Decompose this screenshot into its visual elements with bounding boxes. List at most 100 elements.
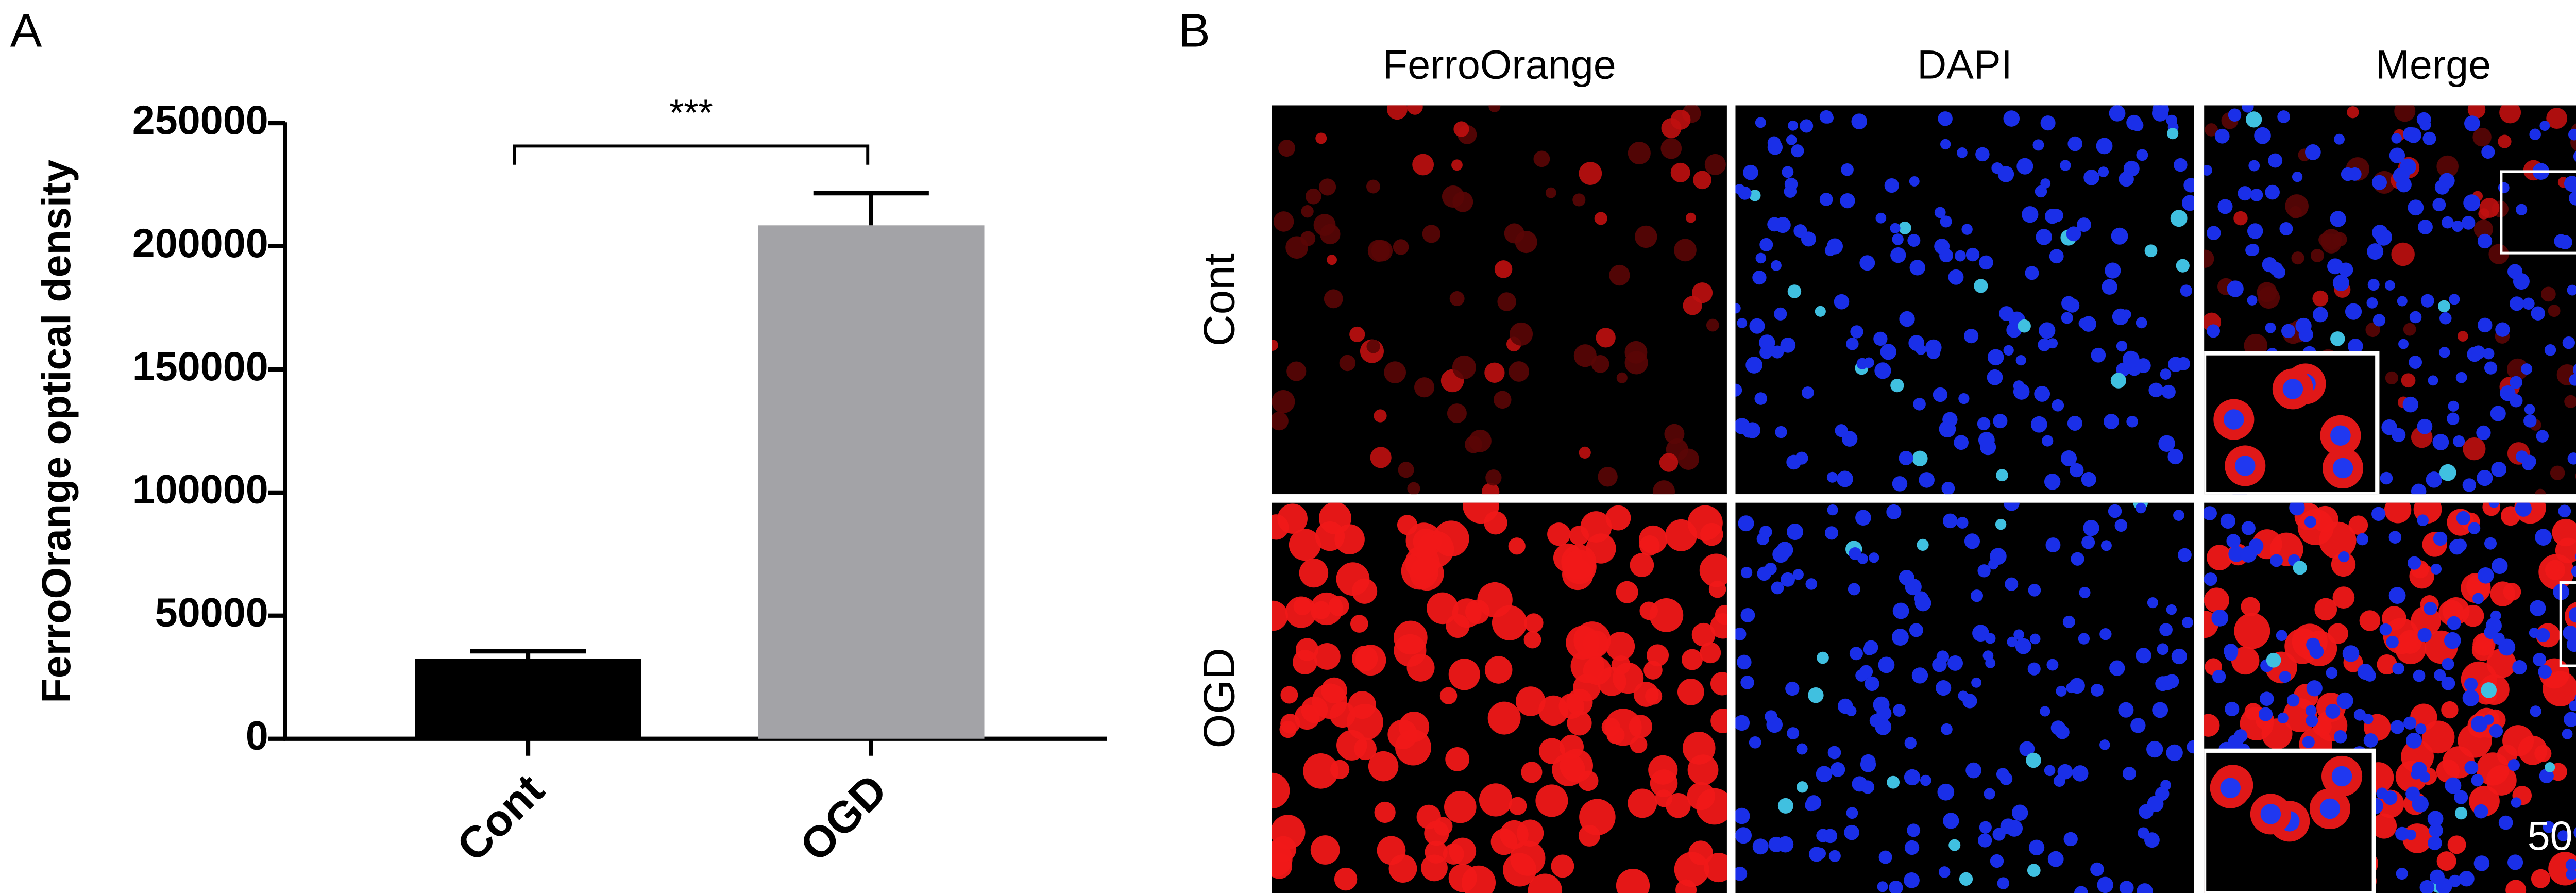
cell-cytoplasm [1552, 753, 1585, 786]
cell-cytoplasm [2333, 232, 2347, 247]
cell-nucleus [1859, 255, 1875, 271]
cell-cytoplasm [1405, 522, 1442, 559]
cell-nucleus [2108, 504, 2122, 518]
cell-nucleus [2042, 435, 2054, 447]
cell-cytoplasm [1479, 783, 1513, 817]
cell-cytoplasm [1591, 355, 1609, 373]
cell-nucleus [1777, 798, 1793, 814]
cell-nucleus [2472, 593, 2484, 604]
cell-nucleus [2348, 339, 2363, 354]
cell-nucleus [2228, 546, 2245, 562]
cell-nucleus [2247, 243, 2260, 256]
cell-cytoplasm [1521, 762, 1543, 783]
cell-nucleus [2462, 478, 2477, 492]
cell-nucleus [2056, 685, 2067, 697]
cell-cytoplasm [1628, 142, 1651, 165]
cell-nucleus [1775, 426, 1787, 438]
cell-cytoplasm [1414, 377, 1435, 398]
cell-nucleus [1977, 417, 1991, 431]
cell-nucleus [2507, 854, 2523, 870]
cell-nucleus [2571, 565, 2576, 578]
cell-nucleus [2277, 110, 2291, 123]
cell-cytoplasm [2207, 545, 2232, 570]
cell-cytoplasm [2359, 610, 2381, 631]
cell-nucleus [1771, 260, 1782, 271]
cell-nucleus [2562, 336, 2575, 349]
cell-nucleus [1835, 424, 1848, 437]
cell-cytoplasm [2505, 880, 2527, 893]
cell-cytoplasm [1461, 865, 1496, 893]
cell-cytoplasm [1670, 109, 1691, 130]
cell-cytoplasm [1412, 154, 1434, 176]
cell-nucleus [2334, 730, 2347, 744]
micrograph [2204, 105, 2576, 495]
cell-cytoplasm [2442, 597, 2470, 625]
cell-nucleus [2067, 136, 2083, 151]
cell-nucleus [2250, 189, 2263, 201]
cell-nucleus [2083, 519, 2099, 536]
cell-cytoplasm [1410, 556, 1444, 591]
cell-cytoplasm [2499, 105, 2521, 124]
cell-nucleus [2035, 185, 2047, 198]
cell-nucleus [2449, 539, 2465, 555]
micrograph [1272, 105, 1727, 495]
cell-nucleus [2306, 637, 2320, 652]
panel-label: B [1178, 3, 1210, 57]
cell-nucleus [2241, 521, 2256, 535]
cell-cytoplasm [1273, 211, 1294, 232]
cell-cytoplasm [1286, 361, 1307, 381]
cell-nucleus [2573, 827, 2576, 838]
cell-nucleus [2500, 385, 2516, 401]
micrograph-bg [1735, 105, 2194, 495]
cell-nucleus [2160, 675, 2176, 690]
cell-nucleus [2220, 513, 2235, 529]
cell-nucleus [2003, 110, 2020, 127]
cell-nucleus [1735, 303, 1741, 314]
cell-nucleus [2454, 807, 2468, 820]
x-tick-label: OGD [790, 765, 896, 871]
cell-nucleus [2554, 234, 2568, 248]
cell-nucleus [1749, 318, 1765, 334]
cell-nucleus [1841, 163, 1854, 176]
cell-nucleus [2569, 374, 2576, 386]
cell-cytoplasm [1687, 754, 1719, 786]
cell-nucleus [1878, 850, 1892, 864]
cell-nucleus [2091, 347, 2106, 363]
cell-cytoplasm [1346, 703, 1383, 740]
cell-nucleus [1934, 239, 1950, 255]
cell-nucleus [2417, 514, 2429, 527]
cell-nucleus [2080, 316, 2096, 332]
cell-nucleus [2003, 502, 2020, 511]
cell-cytoplasm [1666, 793, 1691, 818]
cell-cytoplasm [1416, 804, 1441, 830]
cell-cytoplasm [1583, 656, 1612, 685]
cell-nucleus [2521, 363, 2533, 375]
cell-nucleus [2226, 534, 2241, 548]
cell-nucleus [1933, 387, 1948, 402]
cell-nucleus [2137, 883, 2153, 893]
cell-cytoplasm [1339, 355, 1356, 372]
cell-nucleus [2562, 729, 2573, 739]
cell-nucleus [2247, 223, 2263, 239]
cell-cytoplasm [1573, 344, 1597, 367]
cell-nucleus [2439, 464, 2456, 481]
x-tick-label: Cont [447, 765, 553, 871]
cell-nucleus [2388, 531, 2402, 544]
cell-cytoplasm [1598, 467, 1618, 487]
cell-nucleus [1844, 824, 1859, 840]
cell-nucleus [2116, 341, 2128, 352]
cell-nucleus [2375, 228, 2393, 246]
cell-cytoplasm [1572, 193, 1586, 207]
column-label: Merge [2376, 42, 2491, 88]
cell-nucleus [2178, 548, 2192, 562]
cell-nucleus [1909, 260, 1925, 276]
cell-nucleus [2564, 176, 2576, 192]
cell-nucleus [1855, 669, 1868, 682]
cell-nucleus [1772, 546, 1789, 563]
cell-nucleus [2448, 400, 2459, 412]
cell-nucleus [1889, 880, 1903, 893]
cell-nucleus [2306, 714, 2318, 727]
cell-cytoplasm [1508, 537, 1526, 555]
cell-nucleus [2270, 554, 2283, 567]
cell-nucleus [1899, 450, 1913, 466]
